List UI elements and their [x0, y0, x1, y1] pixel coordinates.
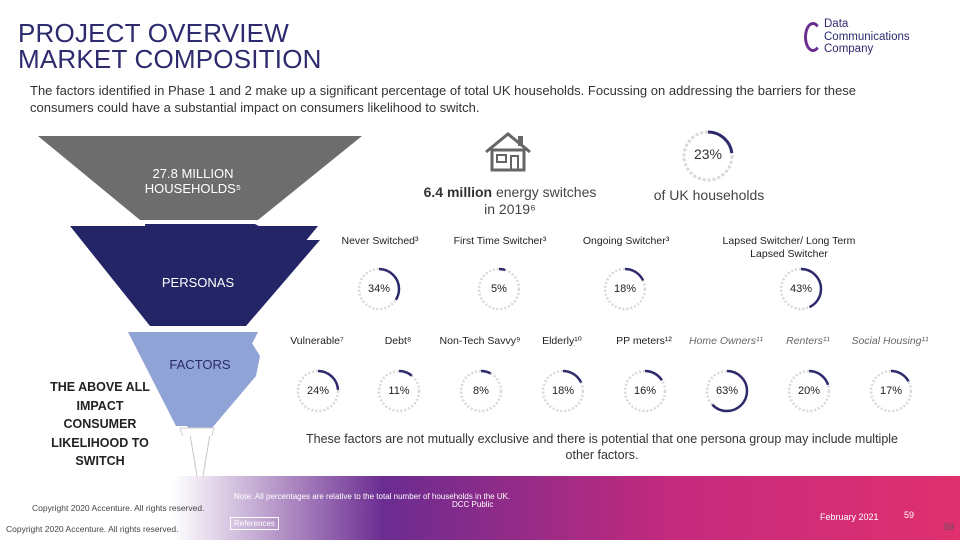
factor-percent: 18% — [551, 385, 575, 397]
percent-ring-arc — [459, 369, 503, 413]
households-label: 27.8 MILLION HOUSEHOLDS⁵ — [144, 166, 242, 196]
percent-ring-arc — [296, 369, 340, 413]
logo-text: Data Communications Company — [824, 18, 910, 55]
percent-ring-arc — [787, 369, 831, 413]
title-line-1: PROJECT OVERVIEW — [18, 18, 289, 48]
percent-ring-arc — [541, 369, 585, 413]
page-number: 59 — [904, 510, 915, 520]
logo-mark-icon — [804, 22, 822, 52]
percent-ring-arc — [377, 369, 421, 413]
percent-ring — [869, 369, 913, 413]
factor-label: Social Housing¹¹ — [851, 335, 929, 347]
percent-ring — [357, 267, 401, 311]
factor-percent: 16% — [633, 385, 657, 397]
percent-ring-arc — [705, 369, 749, 413]
persona-label: Never Switched³ — [341, 235, 419, 247]
percent-ring — [705, 369, 749, 413]
percent-ring-arc — [779, 267, 823, 311]
title-line-2: MARKET COMPOSITION — [18, 44, 322, 74]
copyright: Copyright 2020 Accenture. All rights res… — [6, 524, 179, 534]
footer-note: Note: All percentages are relative to th… — [234, 492, 511, 501]
footer-date: February 2021 — [820, 512, 879, 522]
persona-percent: 43% — [789, 283, 813, 295]
impact-text: THE ABOVE ALL IMPACT CONSUMER LIKELIHOOD… — [50, 380, 150, 468]
factor-label: Non-Tech Savvy⁹ — [439, 335, 521, 347]
house-icon — [485, 132, 531, 172]
company-logo: Data Communications Company — [804, 16, 944, 60]
persona-percent: 18% — [613, 283, 637, 295]
percent-ring — [603, 267, 647, 311]
percent-ring-arc — [603, 267, 647, 311]
percent-ring — [477, 267, 521, 311]
personas-label: PERSONAS — [161, 275, 235, 290]
of-uk-households: of UK households — [653, 187, 765, 203]
percent-ring-arc — [869, 369, 913, 413]
factor-label: Elderly¹⁰ — [542, 335, 582, 347]
percent-ring-arc — [623, 369, 667, 413]
intro-text: The factors identified in Phase 1 and 2 … — [30, 83, 856, 115]
footer-bar — [0, 476, 960, 540]
funnel-tip — [189, 433, 211, 483]
persona-label: Lapsed Switcher/ Long Term Lapsed Switch… — [722, 235, 856, 260]
percent-ring — [377, 369, 421, 413]
factor-label: Vulnerable⁷ — [290, 335, 344, 347]
factor-percent: 20% — [797, 385, 821, 397]
percent-ring — [296, 369, 340, 413]
page-title: PROJECT OVERVIEW MARKET COMPOSITION — [18, 20, 322, 72]
percent-ring — [779, 267, 823, 311]
percent-ring — [459, 369, 503, 413]
factor-label: Renters¹¹ — [786, 335, 830, 347]
percent-ring — [623, 369, 667, 413]
persona-label: Ongoing Switcher³ — [582, 235, 670, 247]
factor-percent: 11% — [388, 385, 410, 397]
percent-ring-arc — [477, 267, 521, 311]
classification-label: DCC Public — [452, 500, 494, 509]
factor-label: Home Owners¹¹ — [688, 335, 764, 347]
page-number-corner: 59 — [944, 522, 955, 532]
persona-percent: 34% — [367, 283, 391, 295]
factors-label: FACTORS — [169, 357, 231, 372]
percent-ring — [541, 369, 585, 413]
percent-value: 23% — [693, 146, 723, 162]
factor-percent: 8% — [473, 385, 489, 397]
persona-label: First Time Switcher³ — [453, 235, 547, 247]
exclusivity-note: These factors are not mutually exclusive… — [306, 432, 898, 462]
copyright-top: Copyright 2020 Accenture. All rights res… — [32, 503, 205, 513]
factor-percent: 17% — [879, 385, 903, 397]
factor-label: Debt⁸ — [384, 335, 412, 347]
factor-label: PP meters¹² — [616, 335, 672, 347]
references-button[interactable]: References — [230, 517, 279, 530]
factor-percent: 63% — [715, 385, 739, 397]
energy-switches-stat: 6.4 million energy switches in 2019⁶ — [423, 184, 597, 217]
percent-ring-arc — [357, 267, 401, 311]
factor-percent: 24% — [306, 385, 330, 397]
percent-ring — [787, 369, 831, 413]
percent-ring-big — [682, 130, 734, 182]
funnel-shapes — [38, 136, 356, 436]
persona-percent: 5% — [491, 283, 507, 295]
